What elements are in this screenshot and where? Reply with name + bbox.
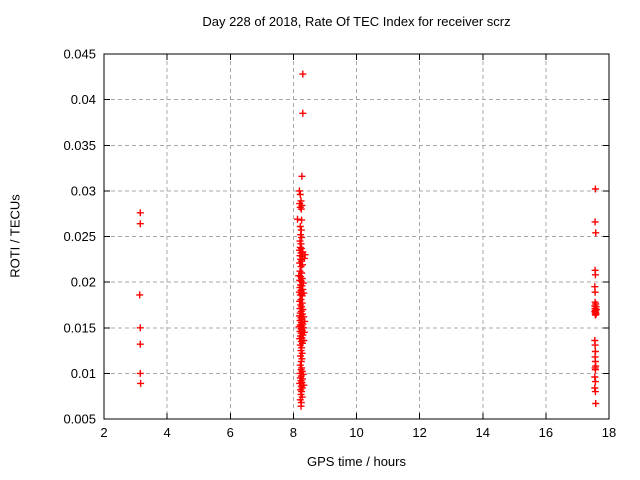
y-tick-label: 0.01	[71, 366, 96, 381]
data-points	[136, 70, 600, 410]
y-tick-label: 0.035	[63, 138, 96, 153]
x-tick-label: 8	[290, 425, 297, 440]
x-tick-label: 2	[100, 425, 107, 440]
y-axis-title: ROTI / TECUs	[7, 194, 23, 278]
x-tick-label: 4	[164, 425, 171, 440]
x-tick-label: 6	[227, 425, 234, 440]
axes	[103, 53, 610, 420]
y-tick-label: 0.015	[63, 320, 96, 335]
tick-labels: 2 4 6 8 10 12 14 16 18 0.005 0.01 0.015 0.02 0.025 0.0…	[63, 47, 616, 441]
y-tick-label: 0.045	[63, 47, 96, 62]
x-tick-label: 16	[539, 425, 553, 440]
y-tick-label: 0.005	[63, 412, 96, 427]
x-tick-label: 10	[349, 425, 363, 440]
y-tick-label: 0.02	[71, 275, 96, 290]
x-tick-label: 12	[412, 425, 426, 440]
x-tick-label: 14	[476, 425, 490, 440]
y-tick-label: 0.03	[71, 183, 96, 198]
gridlines	[104, 54, 609, 419]
y-tick-label: 0.025	[63, 229, 96, 244]
y-tick-label: 0.04	[71, 92, 96, 107]
chart-title: Day 228 of 2018, Rate Of TEC Index for r…	[202, 14, 511, 29]
x-axis-title: GPS time / hours	[307, 454, 406, 469]
x-tick-label: 18	[602, 425, 616, 440]
